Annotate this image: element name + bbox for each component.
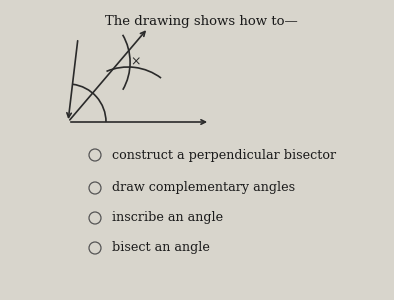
Text: bisect an angle: bisect an angle <box>112 242 210 254</box>
Text: draw complementary angles: draw complementary angles <box>112 182 295 194</box>
Text: inscribe an angle: inscribe an angle <box>112 212 223 224</box>
Text: ×: × <box>130 56 141 69</box>
Text: The drawing shows how to—: The drawing shows how to— <box>105 15 298 28</box>
Text: construct a perpendicular bisector: construct a perpendicular bisector <box>112 148 336 161</box>
